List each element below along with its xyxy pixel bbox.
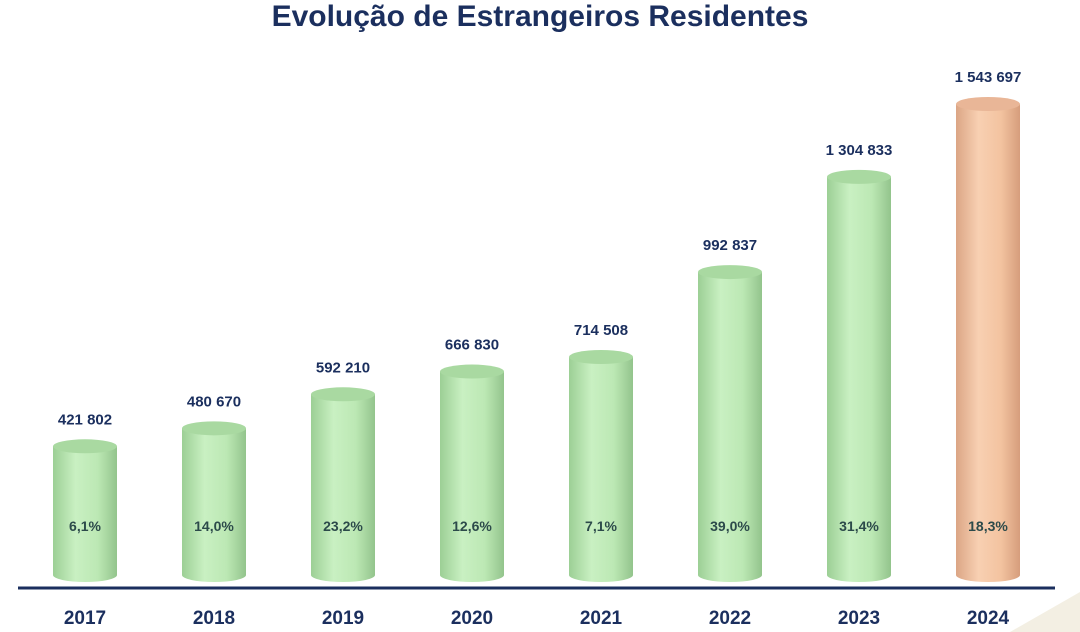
bar-2022 [698, 265, 762, 582]
x-tick-label: 2024 [967, 608, 1010, 629]
bar-2024 [956, 97, 1020, 582]
bar-2017 [53, 439, 117, 582]
x-tick-label: 2019 [322, 608, 364, 629]
bar-body [698, 272, 762, 582]
x-tick-label: 2017 [64, 608, 106, 629]
value-label: 714 508 [574, 322, 628, 339]
page-corner-decoration [1010, 592, 1080, 632]
bar-body [440, 371, 504, 582]
value-label: 666 830 [445, 337, 499, 354]
x-tick-label: 2018 [193, 608, 235, 629]
growth-label: 7,1% [585, 518, 617, 534]
growth-label: 31,4% [839, 518, 879, 534]
bar-top [53, 439, 117, 454]
bar-body [311, 394, 375, 582]
bar-body [182, 428, 246, 582]
bar-top [956, 97, 1020, 111]
growth-label: 14,0% [194, 518, 234, 534]
value-label: 480 670 [187, 393, 241, 410]
bar-top [182, 421, 246, 436]
x-tick-label: 2020 [451, 608, 493, 629]
bar-body [53, 446, 117, 582]
bar-top [827, 169, 891, 184]
growth-label: 18,3% [968, 518, 1008, 534]
chart-title: Evolução de Estrangeiros Residentes [271, 0, 809, 33]
x-tick-label: 2022 [709, 608, 751, 629]
bar-2023 [827, 169, 891, 583]
bar-body [827, 176, 891, 583]
growth-label: 6,1% [69, 518, 101, 534]
value-label: 1 543 697 [955, 69, 1022, 86]
value-label: 592 210 [316, 359, 370, 376]
value-label: 1 304 833 [826, 142, 893, 159]
growth-label: 23,2% [323, 518, 363, 534]
value-label: 421 802 [58, 411, 112, 428]
value-label: 992 837 [703, 237, 757, 254]
bar-body [569, 356, 633, 582]
bar-body [956, 104, 1020, 582]
bar-top [311, 387, 375, 402]
bar-2018 [182, 421, 246, 582]
bar-top [440, 364, 504, 379]
bar-2021 [569, 349, 633, 582]
bar-2019 [311, 387, 375, 582]
x-tick-label: 2023 [838, 608, 880, 629]
bar-2020 [440, 364, 504, 582]
growth-label: 39,0% [710, 518, 750, 534]
bar-top [569, 349, 633, 364]
bar-top [698, 265, 762, 280]
x-tick-label: 2021 [580, 608, 623, 629]
growth-label: 12,6% [452, 518, 492, 534]
